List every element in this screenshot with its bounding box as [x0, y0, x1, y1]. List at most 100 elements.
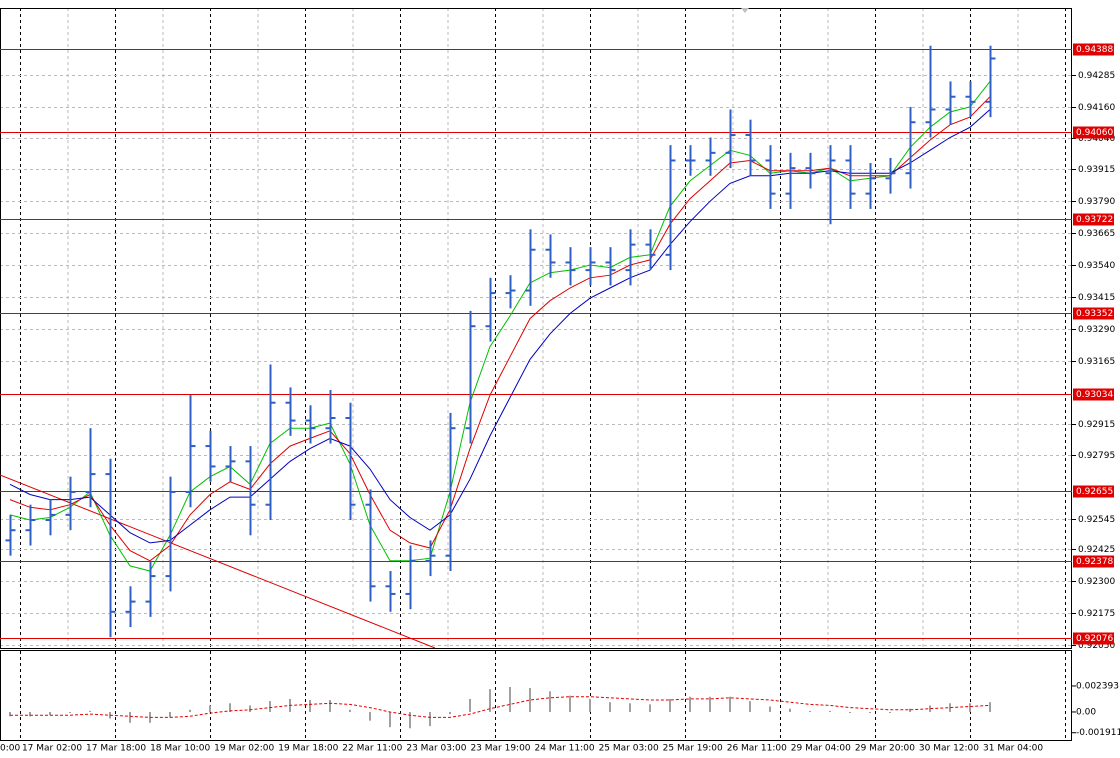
histogram-bar [569, 695, 571, 712]
histogram-bar [429, 711, 431, 727]
y-tick-label: 0.92425 [1078, 545, 1115, 555]
histogram-bar [309, 700, 311, 712]
histogram-bar [469, 698, 471, 712]
x-tick-label: 18 Mar 10:00 [150, 744, 210, 754]
level-label: 0.93722 [1076, 215, 1113, 225]
y2-tick-label: -0.001911 [1076, 728, 1120, 738]
y-tick-label: 0.94040 [1078, 134, 1115, 144]
histogram-bar [369, 711, 371, 721]
x-tick-label: 30 Mar 12:00 [919, 744, 979, 754]
x-tick-label: 29 Mar 04:00 [791, 744, 851, 754]
x-tick-label: 31 Mar 04:00 [983, 744, 1043, 754]
y-tick-label: 0.94285 [1078, 71, 1115, 81]
level-label: 0.94388 [1076, 45, 1113, 55]
histogram-bar [849, 711, 851, 714]
shift-marker [741, 8, 749, 13]
level-label: 0.92378 [1076, 557, 1113, 567]
histogram-bar [349, 709, 351, 712]
x-tick-label: 0:00 [0, 744, 20, 754]
histogram-bar [209, 705, 211, 712]
histogram-bar [29, 711, 31, 717]
histogram-bar [169, 711, 171, 718]
histogram-bar [649, 704, 651, 712]
y-tick-label: 0.93665 [1078, 229, 1115, 239]
histogram-bar [89, 710, 91, 712]
indicator-frame [0, 650, 1072, 741]
y-tick-label: 0.93415 [1078, 293, 1115, 303]
histogram-bar [969, 703, 971, 712]
histogram-bar [269, 701, 271, 712]
histogram-bar [449, 711, 451, 715]
level-tag [1073, 307, 1114, 320]
x-tick-label: 24 Mar 11:00 [535, 744, 595, 754]
histogram-bar [789, 708, 791, 712]
histogram-bar [989, 702, 991, 712]
level-tag [1073, 388, 1114, 401]
x-tick-label: 25 Mar 03:00 [599, 744, 659, 754]
histogram-bar [529, 688, 531, 712]
histogram-bar [869, 711, 871, 714]
plot-area [0, 8, 1072, 740]
x-tick-label: 17 Mar 02:00 [22, 744, 82, 754]
histogram-bar [509, 686, 511, 712]
histogram-bar [829, 710, 831, 712]
histogram-bar [809, 710, 811, 712]
y-tick-label: 0.92545 [1078, 515, 1115, 525]
x-tick-label: 17 Mar 18:00 [86, 744, 146, 754]
y2-tick-label: 0.00 [1076, 707, 1096, 717]
level-label: 0.94060 [1076, 128, 1113, 138]
level-label: 0.93034 [1076, 390, 1113, 400]
level-label: 0.93352 [1076, 309, 1113, 319]
signal-line [10, 696, 991, 718]
level-tag [1073, 213, 1114, 226]
histogram-bar [909, 708, 911, 712]
y-tick-label: 0.92915 [1078, 420, 1115, 430]
level-tag [1073, 485, 1114, 498]
x-tick-label: 22 Mar 11:00 [342, 744, 402, 754]
histogram-bar [949, 703, 951, 712]
histogram-bar [69, 711, 71, 714]
y-tick-label: 0.94160 [1078, 103, 1115, 113]
level-tag [1073, 43, 1114, 56]
y-tick-label: 0.92300 [1078, 577, 1115, 587]
x-tick-label: 23 Mar 03:00 [406, 744, 466, 754]
main-frame [0, 8, 1072, 649]
x-tick-label: 19 Mar 18:00 [278, 744, 338, 754]
y-tick-label: 0.93915 [1078, 165, 1115, 175]
level-tag [1073, 555, 1114, 568]
y-tick-label: 0.93165 [1078, 357, 1115, 367]
x-tick-label: 25 Mar 19:00 [663, 744, 723, 754]
y-tick-label: 0.93540 [1078, 261, 1115, 271]
level-label: 0.92655 [1076, 487, 1113, 497]
histogram-bar [709, 696, 711, 712]
histogram-bar [409, 711, 411, 729]
y-tick-label: 0.92175 [1078, 609, 1115, 619]
histogram-bar [629, 703, 631, 712]
moving-average [9, 96, 991, 562]
histogram-bar [249, 705, 251, 712]
histogram-bar [329, 700, 331, 712]
histogram-bar [689, 696, 691, 712]
histogram-bar [669, 698, 671, 712]
level-label: 0.92076 [1076, 634, 1113, 644]
x-tick-label: 23 Mar 19:00 [470, 744, 530, 754]
histogram-bar [229, 703, 231, 712]
histogram-bar [769, 706, 771, 712]
x-tick-label: 29 Mar 20:00 [855, 744, 915, 754]
y-tick-label: 0.92050 [1078, 641, 1115, 651]
moving-average [9, 109, 991, 544]
y-tick-label: 0.93290 [1078, 325, 1115, 335]
histogram-bar [589, 698, 591, 712]
y2-tick-label: 0.002393 [1076, 681, 1119, 691]
y-tick-label: 0.93790 [1078, 197, 1115, 207]
histogram-bar [189, 709, 191, 712]
histogram-bar [489, 689, 491, 712]
y-tick-label: 0.92795 [1078, 451, 1115, 461]
histogram-bar [609, 702, 611, 712]
histogram-bar [9, 711, 11, 717]
histogram-bar [929, 705, 931, 712]
histogram-bar [889, 711, 891, 714]
level-tag [1073, 126, 1114, 139]
